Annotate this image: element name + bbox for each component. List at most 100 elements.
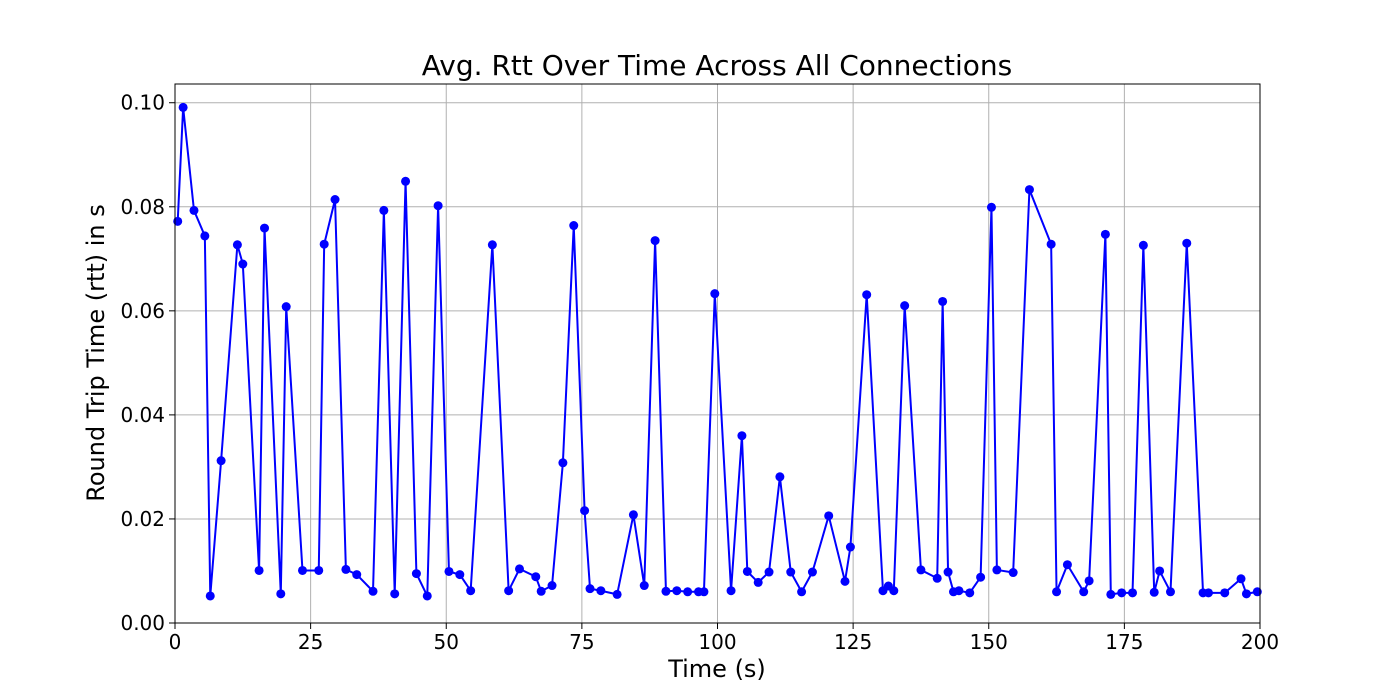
data-point (683, 587, 693, 597)
x-tick-label: 125 (834, 630, 872, 654)
data-point (1128, 588, 1138, 598)
data-point (411, 569, 421, 579)
data-point (319, 239, 329, 249)
series-layer (173, 102, 1262, 601)
x-tick-label: 150 (970, 630, 1008, 654)
data-point (585, 584, 595, 594)
data-point (504, 586, 514, 596)
x-tick-label: 100 (698, 630, 736, 654)
data-point (200, 231, 210, 241)
data-point (845, 542, 855, 552)
data-point (514, 564, 524, 574)
data-point (965, 588, 975, 598)
data-point (786, 567, 796, 577)
data-point (314, 565, 324, 575)
data-point (281, 302, 291, 312)
y-tick-label: 0.00 (120, 611, 165, 635)
data-point (775, 472, 785, 482)
data-point (1046, 239, 1056, 249)
data-point (862, 290, 872, 300)
data-point (1024, 185, 1034, 195)
data-point (1138, 240, 1148, 250)
x-tick-label: 25 (298, 630, 323, 654)
data-point (1106, 589, 1116, 599)
data-point (737, 431, 747, 441)
data-point (531, 572, 541, 582)
data-point (1100, 229, 1110, 239)
data-point (536, 586, 546, 596)
data-point (1203, 588, 1213, 598)
data-point (1155, 566, 1165, 576)
data-point (1220, 588, 1230, 598)
data-point (672, 586, 682, 596)
data-point (238, 259, 248, 269)
data-point (330, 195, 340, 204)
data-point (455, 570, 465, 580)
data-point (807, 567, 817, 577)
data-point (178, 102, 188, 112)
x-tick-label: 0 (169, 630, 182, 654)
data-point (596, 586, 606, 596)
data-point (932, 573, 942, 583)
data-point (900, 301, 910, 311)
data-point (1182, 238, 1192, 248)
data-point (379, 205, 389, 215)
y-tick-label: 0.06 (120, 299, 165, 323)
x-axis-label: Time (s) (667, 655, 766, 683)
data-point (1008, 568, 1018, 578)
data-point (797, 587, 807, 597)
data-point (487, 240, 497, 250)
x-tick-label: 175 (1105, 630, 1143, 654)
data-point (938, 296, 948, 306)
data-point (547, 581, 557, 591)
data-point (889, 586, 899, 596)
data-point (352, 570, 362, 580)
data-point (650, 236, 660, 246)
y-axis-label: Round Trip Time (rtt) in s (82, 204, 110, 502)
data-point (189, 205, 199, 215)
y-tick-label: 0.04 (120, 403, 165, 427)
x-tick-label: 200 (1241, 630, 1279, 654)
data-point (390, 589, 400, 599)
y-tick-label: 0.02 (120, 507, 165, 531)
data-point (433, 201, 443, 211)
data-point (1062, 560, 1072, 570)
ticks: 0 25 50 75 100 125 150 175 200 0.00 0.02 0.04 0.06 0.… (120, 91, 1279, 654)
data-point (764, 567, 774, 577)
data-point (639, 581, 649, 591)
data-point (276, 589, 286, 599)
data-point (254, 565, 264, 575)
data-point (824, 511, 834, 521)
data-point (986, 202, 996, 212)
data-point (422, 591, 432, 601)
data-point (710, 289, 720, 299)
data-point (205, 591, 215, 601)
data-point (943, 567, 953, 577)
data-point (297, 565, 307, 575)
data-point (1117, 588, 1127, 598)
x-tick-label: 50 (434, 630, 459, 654)
data-point (580, 506, 590, 516)
data-point (1241, 589, 1251, 599)
data-point (661, 586, 671, 596)
data-point (742, 566, 752, 576)
y-tick-label: 0.08 (120, 195, 165, 219)
data-point (1236, 574, 1246, 584)
data-point (368, 586, 378, 596)
data-point (916, 565, 926, 575)
data-point (1149, 587, 1159, 597)
data-point (628, 510, 638, 520)
data-point (444, 566, 454, 576)
data-point (612, 589, 622, 599)
data-point (1052, 587, 1062, 597)
data-point (1084, 576, 1094, 586)
data-point (840, 576, 850, 586)
data-point (954, 586, 964, 596)
data-point (976, 572, 986, 582)
data-point (1079, 587, 1089, 597)
data-point (232, 240, 242, 250)
data-point (260, 223, 270, 233)
y-tick-label: 0.10 (120, 91, 165, 115)
data-point (341, 564, 351, 574)
x-tick-label: 75 (569, 630, 594, 654)
